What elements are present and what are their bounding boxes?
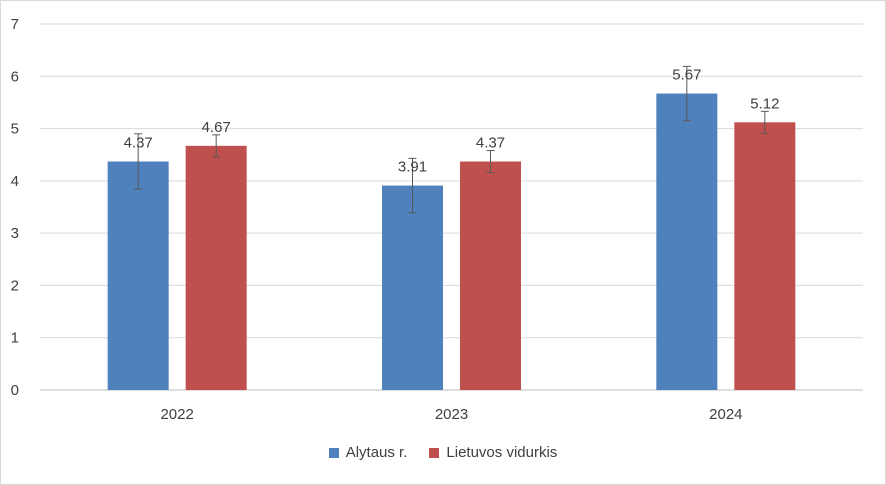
- legend-item-series-2: Lietuvos vidurkis: [429, 444, 557, 461]
- data-label-2022-series-1: 4.37: [124, 135, 153, 152]
- y-tick-label: 1: [11, 330, 19, 347]
- x-tick-label: 2022: [160, 406, 193, 423]
- bar-2023-series-2: [460, 161, 521, 390]
- y-tick-label: 2: [11, 277, 19, 294]
- bar-2022-series-1: [107, 161, 169, 390]
- data-label-2024-series-1: 5.67: [672, 67, 701, 84]
- y-tick-label: 7: [11, 16, 19, 33]
- data-label-2023-series-1: 3.91: [398, 159, 427, 176]
- data-label-2023-series-2: 4.37: [476, 135, 505, 152]
- y-tick-label: 4: [11, 173, 19, 190]
- y-tick-label: 3: [11, 225, 19, 242]
- data-label-2022-series-2: 4.67: [202, 119, 231, 136]
- y-tick-label: 5: [11, 121, 19, 138]
- bar-2023-series-1: [382, 185, 443, 390]
- x-tick-label: 2023: [435, 406, 468, 423]
- x-tick-label: 2024: [709, 406, 742, 423]
- y-tick-label: 0: [11, 382, 19, 399]
- bar-2024-series-2: [734, 122, 796, 390]
- legend-swatch-series-2: [429, 447, 440, 458]
- bar-2022-series-2: [185, 145, 247, 390]
- legend-label-series-1: Alytaus r.: [345, 444, 408, 461]
- bar-2024-series-1: [656, 93, 718, 390]
- legend-item-series-1: Alytaus r.: [328, 444, 408, 461]
- legend-swatch-series-1: [328, 447, 339, 458]
- chart-legend: Alytaus r. Lietuvos vidurkis: [1, 444, 885, 461]
- legend-label-series-2: Lietuvos vidurkis: [446, 444, 558, 461]
- y-tick-label: 6: [11, 68, 19, 85]
- data-label-2024-series-2: 5.12: [750, 95, 779, 112]
